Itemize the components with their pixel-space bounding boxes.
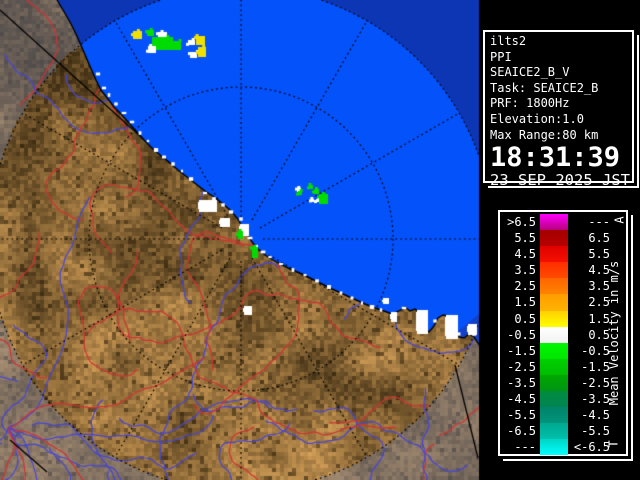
legend-row: -5.5 -4.5 bbox=[500, 407, 626, 424]
legend-lower-bound-label: 4.5 bbox=[588, 263, 610, 278]
legend-upper-bound-label: -6.5 bbox=[507, 424, 536, 439]
legend-row: 2.5 3.5 bbox=[500, 278, 626, 295]
info-line: PPI bbox=[490, 49, 512, 64]
info-line: ilts2 bbox=[490, 34, 527, 48]
legend-color-swatch bbox=[540, 342, 568, 359]
legend-color-swatch bbox=[540, 358, 568, 375]
legend-upper-bound-label: 0.5 bbox=[514, 311, 536, 326]
legend-row: 5.5 6.5 bbox=[500, 230, 626, 247]
legend-upper-bound-label: -1.5 bbox=[507, 343, 536, 358]
radar-parameters: ilts2 PPI SEAICE2_B_V Task: SEAICE2_B PRF: 1… bbox=[490, 34, 627, 143]
info-line: SEAICE2_B_V bbox=[490, 65, 570, 80]
legend-upper-bound-label: 3.5 bbox=[514, 263, 536, 278]
legend-row: -2.5 -1.5 bbox=[500, 358, 626, 375]
legend-upper-bound-label: -2.5 bbox=[507, 359, 536, 374]
info-line: Task: SEAICE2_B bbox=[490, 80, 599, 95]
legend-lower-bound-label: 5.5 bbox=[588, 247, 610, 262]
legend-row: -3.5 -2.5 bbox=[500, 374, 626, 392]
legend-upper-bound-label: 4.5 bbox=[514, 247, 536, 262]
legend-color-swatch bbox=[540, 214, 568, 231]
legend-color-swatch bbox=[540, 439, 568, 456]
legend-color-swatch bbox=[540, 423, 568, 440]
legend-row: 0.5 1.5 bbox=[500, 310, 626, 327]
radar-info-panel: ilts2 PPI SEAICE2_B_V Task: SEAICE2_B PRF: 1… bbox=[483, 30, 639, 189]
legend-upper-bound-label: -0.5 bbox=[507, 327, 536, 342]
legend-lower-bound-label: -5.5 bbox=[581, 424, 610, 439]
legend-lower-bound-label: 3.5 bbox=[588, 279, 610, 294]
legend-color-swatch bbox=[540, 407, 568, 424]
legend-lower-bound-label: -3.5 bbox=[581, 392, 610, 407]
legend-color-swatch bbox=[540, 262, 568, 279]
legend-unit-label: Mean Velocity in m/s bbox=[607, 260, 621, 406]
legend-upper-bound-label: >6.5 bbox=[507, 215, 536, 229]
legend-upper-bound-label: 2.5 bbox=[514, 279, 536, 294]
legend-upper-bound-label: --- bbox=[514, 440, 536, 455]
time-display: 18:31:39 bbox=[490, 142, 621, 174]
info-line: Max Range:80 km bbox=[490, 127, 599, 142]
legend-lower-bound-label: -0.5 bbox=[581, 343, 610, 358]
date-display: 23 SEP 2025 JST bbox=[490, 171, 630, 190]
legend-row: -1.5 -0.5 bbox=[500, 342, 626, 359]
info-line: Elevation:1.0 bbox=[490, 111, 584, 126]
legend-color-swatch bbox=[540, 278, 568, 295]
legend-upper-bound-label: -3.5 bbox=[507, 375, 536, 390]
info-line: PRF: 1800Hz bbox=[490, 96, 570, 111]
legend-color-swatch bbox=[540, 246, 568, 263]
legend-lower-bound-label: <-6.5 bbox=[573, 440, 610, 455]
legend-upper-bound-label: -4.5 bbox=[507, 392, 536, 407]
legend-lower-bound-label: -4.5 bbox=[581, 408, 610, 423]
legend-row: 1.5 2.5 bbox=[500, 294, 626, 311]
legend-letter-away: A bbox=[612, 216, 627, 224]
legend-row: -4.5 -3.5 bbox=[500, 391, 626, 408]
legend-lower-bound-label: 6.5 bbox=[588, 231, 610, 246]
legend-lower-bound-label: -2.5 bbox=[581, 375, 610, 390]
legend-color-swatch bbox=[540, 326, 568, 343]
legend-upper-bound-label: 5.5 bbox=[514, 231, 536, 246]
legend-color-swatch bbox=[540, 230, 568, 247]
legend-lower-bound-label: --- bbox=[588, 215, 610, 229]
radar-ppi-map bbox=[0, 0, 481, 480]
legend-row: --- <-6.5 bbox=[500, 439, 626, 456]
legend-color-swatch bbox=[540, 374, 568, 392]
legend-row: >6.5 --- bbox=[500, 214, 626, 231]
legend-row: -0.5 0.5 bbox=[500, 326, 626, 343]
legend-upper-bound-label: 1.5 bbox=[514, 295, 536, 310]
legend-lower-bound-label: 2.5 bbox=[588, 295, 610, 310]
legend-color-swatch bbox=[540, 294, 568, 311]
legend-color-swatch bbox=[540, 391, 568, 408]
legend-row: 3.5 4.5 bbox=[500, 262, 626, 279]
legend-row: -6.5 -5.5 bbox=[500, 423, 626, 440]
velocity-color-legend: >6.5 --- 5.5 6.5 4.5 5.5 3.5 4.5 2.5 3.5 1.5 2.5 0.5… bbox=[498, 210, 633, 461]
legend-side-column: A Mean Velocity in m/s T bbox=[606, 212, 626, 454]
legend-upper-bound-label: -5.5 bbox=[507, 408, 536, 423]
legend-lower-bound-label: 1.5 bbox=[588, 311, 610, 326]
legend-lower-bound-label: -1.5 bbox=[581, 359, 610, 374]
legend-color-swatch bbox=[540, 310, 568, 327]
legend-row: 4.5 5.5 bbox=[500, 246, 626, 263]
legend-lower-bound-label: 0.5 bbox=[588, 327, 610, 342]
legend-letter-toward: T bbox=[606, 440, 621, 448]
legend-scale-rows: >6.5 --- 5.5 6.5 4.5 5.5 3.5 4.5 2.5 3.5 1.5 2.5 0.5… bbox=[500, 214, 626, 456]
